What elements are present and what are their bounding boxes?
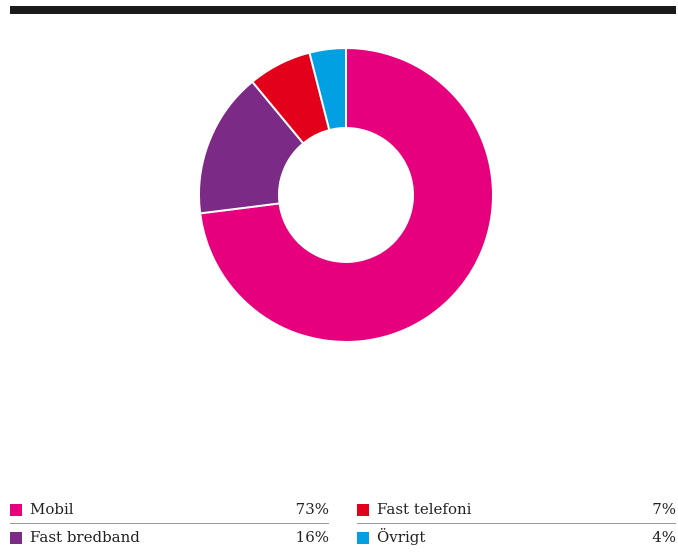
legend-value: 16%: [295, 528, 329, 546]
legend-item-fast-telefoni: Fast telefoni 7%: [357, 496, 676, 523]
donut-chart: [198, 46, 494, 343]
legend-label: Fast bredband: [30, 528, 140, 546]
legend-label: Fast telefoni: [377, 500, 472, 518]
legend-column-right: Fast telefoni 7% Övrigt 4%: [357, 496, 676, 551]
legend-swatch-ovrigt: [357, 531, 369, 544]
legend-swatch-fast-bredband: [10, 531, 22, 544]
legend-label: Övrigt: [377, 528, 426, 546]
donut-slice-mobil: [199, 46, 494, 343]
legend-item-ovrigt: Övrigt 4%: [357, 523, 676, 551]
legend-label: Mobil: [30, 500, 74, 518]
legend-value: 73%: [295, 500, 329, 518]
legend: Mobil 73% Fast bredband 16% Fast telefon…: [10, 496, 676, 556]
legend-value: 7%: [652, 500, 676, 518]
donut-slice-övrigt: [308, 46, 347, 132]
top-rule: [10, 6, 676, 14]
legend-value: 4%: [652, 528, 676, 546]
legend-column-left: Mobil 73% Fast bredband 16%: [10, 496, 329, 551]
legend-swatch-fast-telefoni: [357, 503, 369, 516]
legend-item-fast-bredband: Fast bredband 16%: [10, 523, 329, 551]
legend-swatch-mobil: [10, 503, 22, 516]
legend-item-mobil: Mobil 73%: [10, 496, 329, 523]
donut-slice-fast-bredband: [198, 80, 305, 215]
